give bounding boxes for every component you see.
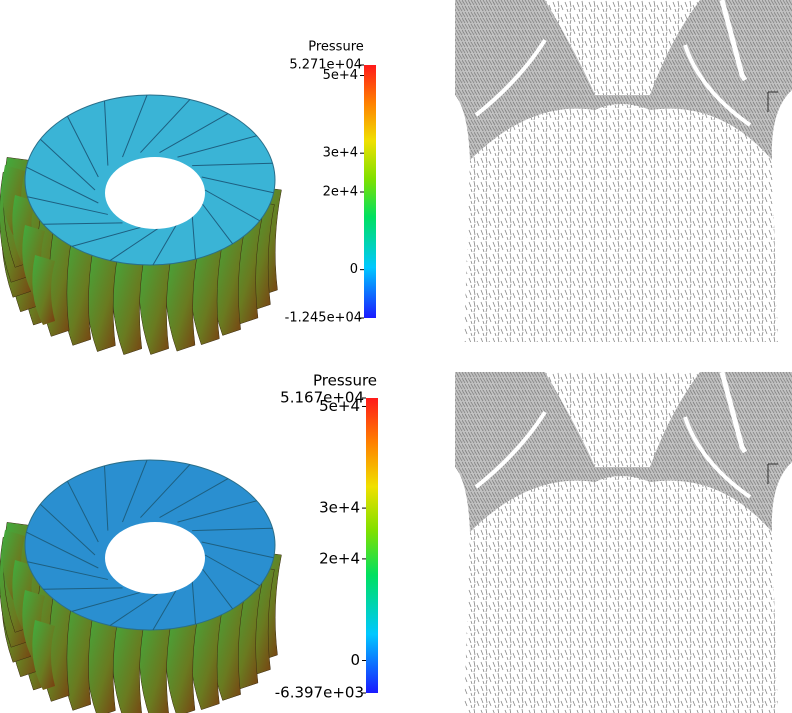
colorbar-tick-label: 2e+4 (319, 549, 360, 567)
runner-hole (105, 157, 205, 229)
streamline-field (455, 0, 792, 342)
colorbar-tick-label: 5e+4 (323, 68, 358, 83)
colorbar-tick-label: 0 (350, 651, 360, 669)
colorbar-title: Pressure (308, 40, 364, 55)
colorbar-tick-label: 0 (350, 262, 358, 277)
colorbar-tick-label: 5e+4 (319, 397, 360, 415)
colorbar-min-label: -1.245e+04 (285, 311, 362, 326)
figure: Pressure5.271e+04-1.245e+045e+43e+42e+40… (0, 0, 792, 713)
runner-hole (105, 522, 205, 594)
colorbar (366, 398, 378, 693)
colorbar-tick-label: 3e+4 (323, 146, 358, 161)
streamline-field (455, 372, 792, 713)
colorbar (364, 65, 376, 318)
colorbar-tick-label: 2e+4 (323, 185, 358, 200)
colorbar-title: Pressure (313, 372, 377, 390)
renderings (0, 0, 792, 713)
colorbar-min-label: -6.397e+03 (275, 684, 364, 702)
colorbar-tick-label: 3e+4 (319, 499, 360, 517)
